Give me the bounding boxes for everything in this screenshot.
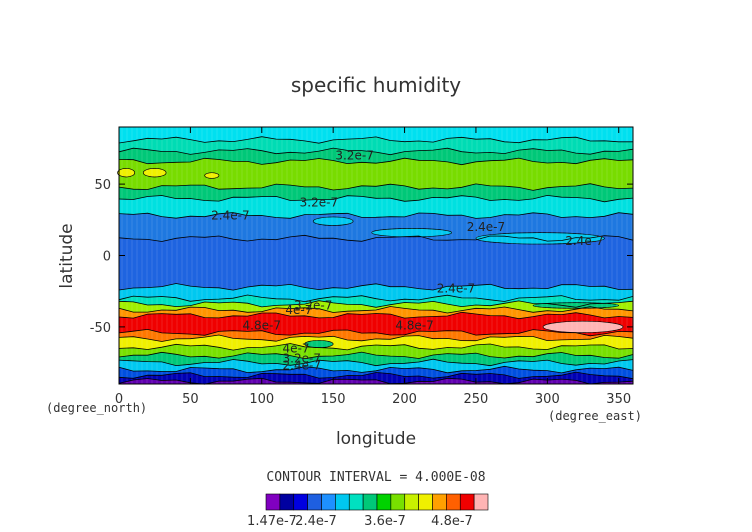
x-tick-label: 250 <box>464 392 489 407</box>
contour-patch <box>475 232 605 245</box>
contour-line-layer <box>118 136 634 385</box>
contour-patch <box>204 172 220 179</box>
contour-blob-layer <box>117 168 624 348</box>
contour-label: 2.4e-7 <box>467 220 505 234</box>
y-axis-label: latitude <box>57 223 77 288</box>
contour-label: 2.4e-7 <box>437 281 475 295</box>
contour-label: 4.8e-7 <box>243 318 281 332</box>
contour-line <box>118 283 634 291</box>
contour-label: 2.4e-7 <box>211 209 249 223</box>
y-unit-label: (degree_north) <box>46 401 147 415</box>
contour-patch <box>542 320 624 333</box>
contour-band <box>119 378 633 385</box>
colorbar-swatch <box>362 493 378 511</box>
contour-label: 4.8e-7 <box>395 318 433 332</box>
colorbar-label: 2.4e-7 <box>295 514 337 529</box>
colorbar-label: 4.8e-7 <box>431 514 473 529</box>
contour-label: 2.4e-7 <box>565 234 603 248</box>
contour-patch <box>117 168 136 178</box>
contour-patch <box>532 302 620 309</box>
contour-line <box>118 212 634 219</box>
contour-patch <box>312 216 354 226</box>
colorbar-swatch <box>307 493 322 511</box>
contour-interval-text: CONTOUR INTERVAL = 4.000E-08 <box>266 470 485 485</box>
contour-line <box>118 234 634 242</box>
y-tick-label: -50 <box>90 321 111 336</box>
x-tick-label: 200 <box>392 392 417 407</box>
contour-line <box>118 311 634 320</box>
colorbar-swatch <box>418 493 433 511</box>
contour-line <box>118 358 634 367</box>
x-tick-label: 350 <box>606 392 631 407</box>
colorbar <box>265 493 489 511</box>
contour-line <box>118 294 634 303</box>
contour-patch <box>371 228 453 238</box>
x-tick-label: 150 <box>321 392 346 407</box>
x-tick-label: 100 <box>249 392 274 407</box>
contour-line <box>118 371 634 380</box>
contour-line <box>118 136 633 144</box>
contour-line <box>118 351 634 360</box>
contour-label: 3.2e-7 <box>300 196 338 210</box>
colorbar-swatch <box>279 493 295 511</box>
contour-label: 3.2e-7 <box>335 149 373 163</box>
colorbar-swatch <box>446 493 461 511</box>
contour-label-layer: 3.2e-73.2e-72.4e-72.4e-72.4e-72.4e-73.2e… <box>211 149 604 373</box>
colorbar-label: 1.47e-7 <box>247 514 297 529</box>
y-tick-label: 50 <box>94 178 111 193</box>
contour-line <box>118 306 634 314</box>
contour-line <box>118 183 634 191</box>
contour-line <box>118 365 634 374</box>
contour-line <box>118 334 634 342</box>
texture-layer <box>121 127 633 384</box>
contour-label: 3.2e-7 <box>294 298 332 312</box>
colorbar-swatch <box>404 493 419 511</box>
colorbar-swatch <box>293 493 308 511</box>
y-tick-label: 0 <box>103 250 111 265</box>
contour-line <box>118 147 634 156</box>
colorbar-swatch <box>335 493 350 511</box>
contour-label: 4e-7 <box>285 303 312 317</box>
colorbar-label: 3.6e-7 <box>364 514 406 529</box>
contour-label: 2.4e-7 <box>283 358 321 372</box>
contour-line <box>118 157 634 166</box>
x-tick-label: 50 <box>182 392 199 407</box>
colorbar-labels: 1.47e-72.4e-7 3.6e-7 4.8e-7 <box>247 514 473 529</box>
x-tick-label: 300 <box>535 392 560 407</box>
colorbar-swatch <box>321 493 336 511</box>
contour-label: 3.2e-7 <box>283 351 321 365</box>
x-axis: 0 50 100 150 200 250 300 350 <box>115 127 631 407</box>
x-unit-label: (degree_east) <box>548 409 642 423</box>
colorbar-swatch <box>390 493 406 511</box>
contour-fill-layer <box>119 127 633 385</box>
colorbar-swatch <box>459 493 475 511</box>
colorbar-swatch <box>376 493 392 511</box>
chart-title: specific humidity <box>291 73 461 97</box>
contour-line <box>118 300 634 308</box>
contour-patch <box>142 168 167 178</box>
colorbar-swatch <box>265 493 281 511</box>
y-axis: -50 0 50 <box>90 178 633 336</box>
contour-line <box>118 328 634 337</box>
colorbar-swatch <box>473 493 489 511</box>
colorbar-swatch <box>432 493 447 511</box>
contour-line <box>118 194 634 203</box>
contour-line <box>118 343 634 351</box>
x-axis-label: longitude <box>336 429 416 449</box>
x-tick-label: 0 <box>115 392 123 407</box>
contour-label: 4e-7 <box>283 341 310 355</box>
colorbar-swatch <box>348 493 364 511</box>
